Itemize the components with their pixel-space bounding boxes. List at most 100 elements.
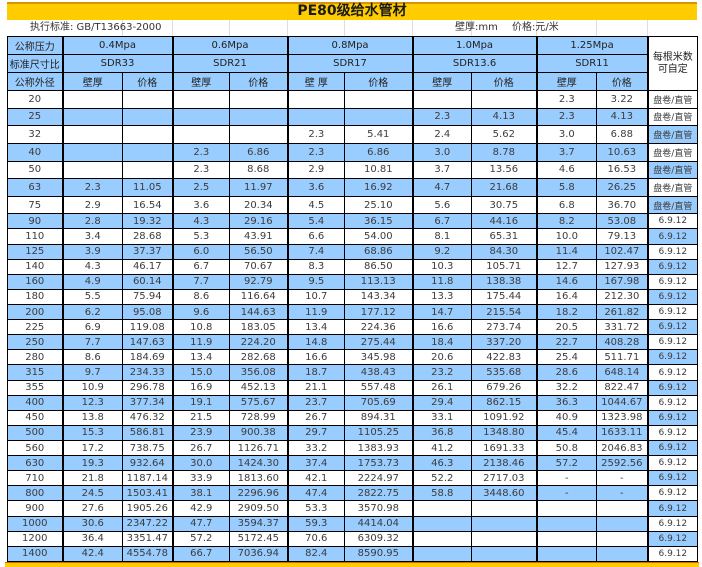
- cell-value[interactable]: 70.6: [287, 530, 346, 547]
- cell-value[interactable]: 183.05: [229, 319, 289, 336]
- cell-length[interactable]: 6.9.12: [647, 515, 699, 532]
- cell-length[interactable]: 6.9.12: [647, 258, 699, 275]
- cell-value[interactable]: 1383.93: [344, 440, 414, 457]
- cell-dn[interactable]: 250: [7, 334, 64, 351]
- cell-value[interactable]: 47.4: [287, 485, 346, 502]
- cell-value[interactable]: 21.68: [471, 178, 538, 197]
- cell-value[interactable]: 75.94: [121, 288, 174, 306]
- cell-value[interactable]: 95.08: [121, 304, 174, 321]
- cell-value[interactable]: 3351.47: [121, 530, 174, 547]
- cell-value[interactable]: 2.8: [62, 213, 123, 230]
- cell-value[interactable]: 42.4: [62, 545, 123, 563]
- cell-value[interactable]: [412, 515, 473, 532]
- cell-value[interactable]: [121, 142, 174, 162]
- cell-value[interactable]: 15.3: [62, 424, 123, 442]
- cell-value[interactable]: 2.9: [287, 160, 346, 180]
- cell-value[interactable]: 337.20: [471, 334, 538, 351]
- cell-value[interactable]: 1187.14: [121, 470, 174, 487]
- cell-dn[interactable]: 75: [7, 195, 64, 215]
- cell-value[interactable]: 18.2: [536, 304, 598, 321]
- cell-value[interactable]: 92.79: [229, 273, 289, 290]
- cell-value[interactable]: 20.6: [412, 349, 473, 366]
- cell-value[interactable]: 9.2: [412, 243, 473, 260]
- cell-value[interactable]: 377.34: [121, 394, 174, 411]
- cell-value[interactable]: 11.9: [287, 304, 346, 321]
- cell-value[interactable]: 5.5: [62, 288, 123, 306]
- cell-value[interactable]: 738.75: [121, 440, 174, 457]
- cell-value[interactable]: 65.31: [471, 228, 538, 245]
- cell-value[interactable]: 17.2: [62, 440, 123, 457]
- cell-dn[interactable]: 32: [7, 125, 64, 144]
- cell-value[interactable]: 102.47: [596, 243, 649, 260]
- cell-value[interactable]: [471, 530, 538, 547]
- cell-value[interactable]: 261.82: [596, 304, 649, 321]
- cell-value[interactable]: 356.08: [229, 364, 289, 381]
- cell-value[interactable]: 21.5: [172, 409, 231, 426]
- cell-value[interactable]: [287, 90, 346, 109]
- cell-length[interactable]: 6.9.12: [647, 288, 699, 306]
- cell-value[interactable]: 2046.83: [596, 440, 649, 457]
- cell-value[interactable]: 16.6: [412, 319, 473, 336]
- cell-value[interactable]: 38.1: [172, 485, 231, 502]
- cell-value[interactable]: 234.33: [121, 364, 174, 381]
- cell-length[interactable]: 6.9.12: [647, 243, 699, 260]
- cell-value[interactable]: 40.9: [536, 409, 598, 426]
- cell-value[interactable]: 224.36: [344, 319, 414, 336]
- cell-value[interactable]: 50.8: [536, 440, 598, 457]
- cell-dn[interactable]: 800: [7, 485, 64, 502]
- cell-value[interactable]: 15.0: [172, 364, 231, 381]
- cell-value[interactable]: [412, 90, 473, 109]
- cell-value[interactable]: 224.20: [229, 334, 289, 351]
- cell-value[interactable]: 3448.60: [471, 485, 538, 502]
- cell-length[interactable]: 盘卷/直管: [647, 160, 699, 180]
- cell-value[interactable]: 14.8: [287, 334, 346, 351]
- header-sdr-3[interactable]: SDR13.6: [412, 54, 538, 73]
- cell-value[interactable]: 452.13: [229, 379, 289, 396]
- cell-value[interactable]: 1503.41: [121, 485, 174, 502]
- cell-value[interactable]: 8.1: [412, 228, 473, 245]
- cell-dn[interactable]: 50: [7, 160, 64, 180]
- cell-value[interactable]: 10.9: [62, 379, 123, 396]
- cell-dn[interactable]: 200: [7, 304, 64, 321]
- header-pressure-4[interactable]: 1.25Mpa: [536, 36, 649, 55]
- cell-value[interactable]: 14.7: [412, 304, 473, 321]
- cell-dn[interactable]: 400: [7, 394, 64, 411]
- cell-value[interactable]: 2.3: [412, 107, 473, 127]
- cell-value[interactable]: 42.1: [287, 470, 346, 487]
- cell-value[interactable]: 408.28: [596, 334, 649, 351]
- cell-value[interactable]: 68.86: [344, 243, 414, 260]
- cell-length[interactable]: 盘卷/直管: [647, 195, 699, 215]
- cell-value[interactable]: 2822.75: [344, 485, 414, 502]
- cell-value[interactable]: 3.0: [412, 142, 473, 162]
- cell-value[interactable]: [62, 125, 123, 144]
- header-pressure-label[interactable]: 公称压力: [7, 36, 64, 55]
- cell-value[interactable]: 679.26: [471, 379, 538, 396]
- cell-value[interactable]: 30.0: [172, 455, 231, 472]
- cell-value[interactable]: 8.3: [287, 258, 346, 275]
- cell-value[interactable]: [412, 545, 473, 563]
- cell-value[interactable]: [344, 107, 414, 127]
- cell-dn[interactable]: 900: [7, 500, 64, 517]
- cell-value[interactable]: 2138.46: [471, 455, 538, 472]
- header-pressure-2[interactable]: 0.8Mpa: [287, 36, 414, 55]
- cell-value[interactable]: 19.32: [121, 213, 174, 230]
- header-price-0[interactable]: 价格: [121, 72, 174, 91]
- cell-value[interactable]: 1126.71: [229, 440, 289, 457]
- cell-value[interactable]: [121, 90, 174, 109]
- cell-value[interactable]: 84.30: [471, 243, 538, 260]
- cell-value[interactable]: 3.22: [596, 90, 649, 109]
- cell-value[interactable]: 6.6: [287, 228, 346, 245]
- cell-value[interactable]: 9.7: [62, 364, 123, 381]
- cell-value[interactable]: [596, 500, 649, 517]
- cell-value[interactable]: 586.81: [121, 424, 174, 442]
- cell-dn[interactable]: 450: [7, 409, 64, 426]
- header-sdr-2[interactable]: SDR17: [287, 54, 414, 73]
- cell-value[interactable]: 2.5: [172, 178, 231, 197]
- header-length-note[interactable]: 每根米数 可自定: [647, 36, 699, 91]
- cell-value[interactable]: 41.2: [412, 440, 473, 457]
- cell-value[interactable]: 10.81: [344, 160, 414, 180]
- cell-value[interactable]: [596, 515, 649, 532]
- cell-value[interactable]: 12.3: [62, 394, 123, 411]
- cell-value[interactable]: 13.56: [471, 160, 538, 180]
- cell-value[interactable]: -: [596, 470, 649, 487]
